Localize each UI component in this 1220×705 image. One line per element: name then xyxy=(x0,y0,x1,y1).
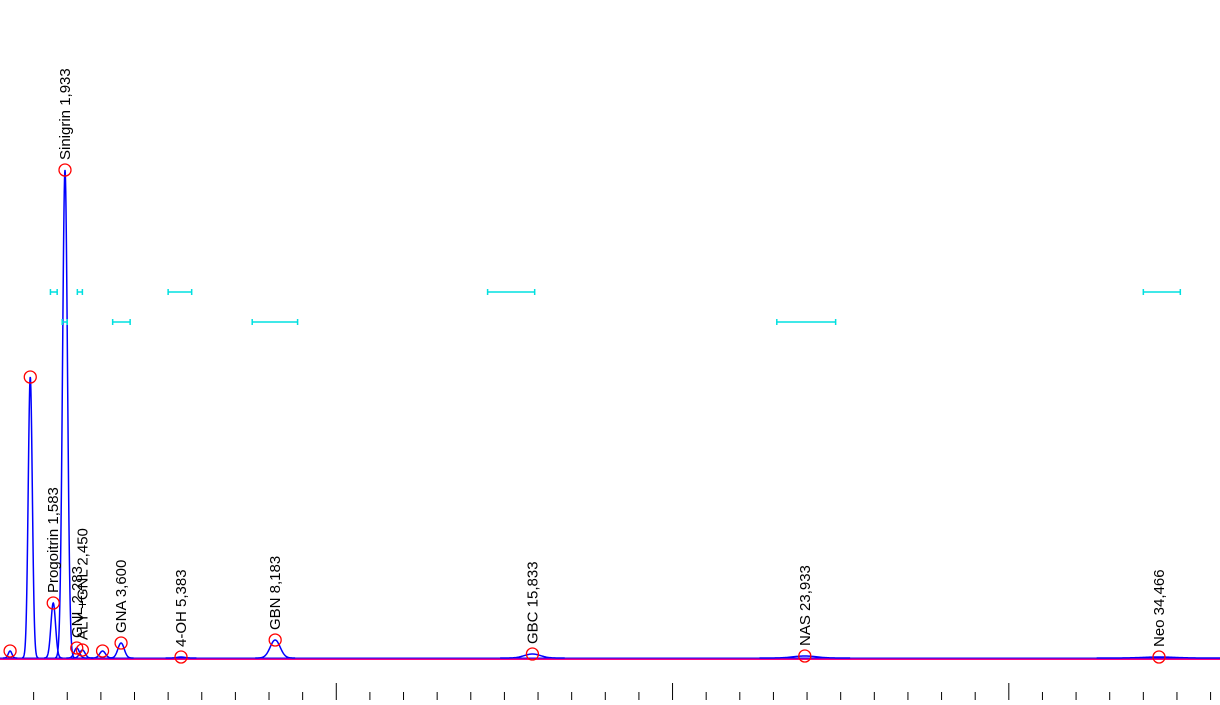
peak-marker xyxy=(174,650,188,664)
peak-label: GNL 2,283 xyxy=(69,566,86,638)
integration-window xyxy=(251,319,299,325)
peak-marker xyxy=(3,644,17,658)
integration-window xyxy=(49,289,58,295)
integration-window xyxy=(61,319,69,325)
peak-label: Sinigrin 1,933 xyxy=(57,68,74,160)
peak-trace xyxy=(43,601,63,659)
peak-marker xyxy=(58,163,72,177)
peak-marker xyxy=(75,643,90,657)
peak-label: GBC 15,833 xyxy=(524,561,541,644)
peak-marker xyxy=(95,644,110,658)
integration-window xyxy=(776,319,837,325)
peak-label: 4-OH 5,383 xyxy=(173,569,190,647)
peak-marker xyxy=(268,633,282,647)
peak-label: GNA 3,600 xyxy=(113,560,130,633)
integration-window xyxy=(1142,289,1182,295)
integration-window xyxy=(111,319,131,325)
peak-marker xyxy=(70,641,84,655)
peak-marker xyxy=(23,370,37,384)
peak-label: Progoitrin 1,583 xyxy=(45,487,62,593)
peak-label: NAS 23,933 xyxy=(797,565,814,646)
integration-window xyxy=(486,289,536,295)
peak-label: GBN 8,183 xyxy=(267,556,284,630)
peak-marker xyxy=(1152,650,1166,664)
peak-trace xyxy=(21,376,39,659)
peak-trace xyxy=(255,639,296,659)
peak-marker xyxy=(46,596,60,610)
peak-label: Neo 34,466 xyxy=(1151,569,1168,647)
peak-marker xyxy=(525,647,540,661)
peak-label: ALY +GNL 2,450 xyxy=(74,528,91,640)
integration-window xyxy=(167,289,193,295)
integration-window xyxy=(76,289,84,295)
peak-marker xyxy=(114,636,128,650)
peak-marker xyxy=(798,649,812,663)
